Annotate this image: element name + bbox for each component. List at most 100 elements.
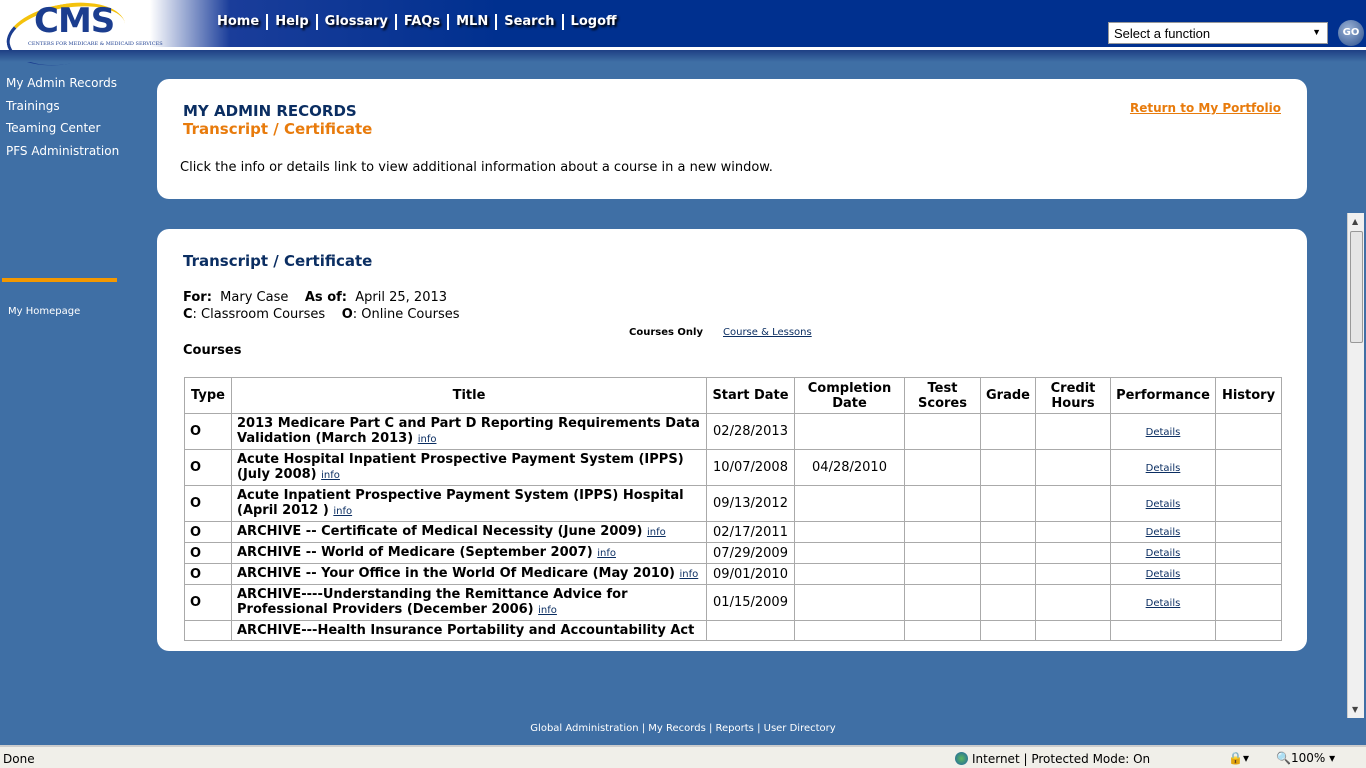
title-cell: Acute Hospital Inpatient Prospective Pay… — [231, 449, 707, 486]
nav-home[interactable]: Home — [217, 14, 260, 29]
sidebar-item-pfs-administration[interactable]: PFS Administration — [6, 143, 120, 158]
info-link[interactable]: info — [679, 569, 699, 580]
page-subtitle: Transcript / Certificate — [183, 120, 373, 138]
details-link[interactable]: Details — [1145, 462, 1181, 474]
nav-glossary[interactable]: Glossary — [315, 14, 395, 30]
nav-mln[interactable]: MLN — [447, 14, 495, 30]
start-date-cell: 02/28/2013 — [706, 413, 795, 450]
header-bar: CMS CENTERS FOR MEDICARE & MEDICAID SERV… — [0, 0, 1366, 74]
start-date-cell: 10/07/2008 — [706, 449, 795, 486]
title-cell: Acute Inpatient Prospective Payment Syst… — [231, 485, 707, 522]
sidebar-item-my-admin-records[interactable]: My Admin Records — [6, 76, 118, 90]
completion-date-cell: 04/28/2010 — [794, 449, 905, 486]
start-date-cell — [706, 620, 795, 641]
info-link[interactable]: info — [597, 548, 616, 559]
performance-cell: Details — [1110, 449, 1216, 486]
column-header: Grade — [980, 377, 1036, 414]
table-row: O ARCHIVE -- Certificate of Medical Nece… — [184, 521, 1282, 543]
info-link[interactable]: info — [321, 470, 340, 481]
cms-logo[interactable]: CMS CENTERS FOR MEDICARE & MEDICAID SERV… — [1, 0, 163, 74]
history-cell — [1215, 521, 1282, 543]
column-header: Type — [184, 377, 232, 414]
title-cell: ARCHIVE -- World of Medicare (September … — [231, 542, 707, 564]
type-cell: O — [184, 584, 232, 621]
performance-cell: Details — [1110, 485, 1216, 522]
details-link[interactable]: Details — [1145, 527, 1181, 538]
separator: | — [638, 723, 649, 734]
go-button[interactable]: GO — [1338, 20, 1364, 46]
details-link[interactable]: Details — [1145, 597, 1181, 609]
c-label: C — [183, 307, 193, 322]
asof-value: April 25, 2013 — [355, 290, 448, 305]
performance-cell: Details — [1110, 563, 1216, 585]
footer-link[interactable]: Global Administration — [530, 723, 639, 734]
type-cell: O — [184, 563, 232, 585]
type-cell: O — [184, 449, 232, 486]
scroll-down-icon[interactable]: ▼ — [1352, 705, 1359, 714]
history-cell — [1215, 542, 1282, 564]
completion-date-cell — [794, 413, 905, 450]
performance-cell: Details — [1110, 521, 1216, 543]
start-date-cell: 09/13/2012 — [706, 485, 795, 522]
test-scores-cell — [904, 449, 981, 486]
sidebar-item-trainings[interactable]: Trainings — [6, 98, 60, 113]
function-select[interactable]: Select a function ▼ — [1108, 22, 1328, 44]
table-row: O ARCHIVE -- Your Office in the World Of… — [184, 563, 1282, 585]
courses-only-option[interactable]: Courses Only — [629, 327, 703, 338]
table-row: O Acute Hospital Inpatient Prospective P… — [184, 449, 1282, 486]
info-link[interactable]: info — [333, 506, 353, 517]
start-date-cell: 01/15/2009 — [706, 584, 795, 621]
course-title: ARCHIVE---Health Insurance Portability a… — [237, 623, 695, 638]
scroll-up-icon[interactable]: ▲ — [1352, 217, 1359, 226]
history-cell — [1215, 584, 1282, 621]
protected-mode-icon[interactable]: 🔒▾ — [1228, 751, 1249, 765]
details-link[interactable]: Details — [1145, 426, 1181, 438]
nav-faqs[interactable]: FAQs — [394, 14, 447, 30]
column-header: Test Scores — [904, 377, 981, 414]
credit-hours-cell — [1035, 563, 1111, 585]
credit-hours-cell — [1035, 449, 1111, 486]
o-value: : Online Courses — [352, 307, 460, 322]
column-header: Title — [231, 377, 707, 414]
title-cell: ARCHIVE -- Certificate of Medical Necess… — [231, 521, 707, 543]
info-link[interactable]: info — [646, 527, 666, 538]
test-scores-cell — [904, 584, 981, 621]
nav-help[interactable]: Help — [266, 14, 315, 30]
title-cell: ARCHIVE----Understanding the Remittance … — [231, 584, 707, 621]
info-link[interactable]: info — [538, 605, 557, 616]
table-row: ARCHIVE---Health Insurance Portability a… — [184, 620, 1282, 641]
scrollbar-thumb[interactable] — [1350, 231, 1363, 343]
type-cell — [184, 620, 232, 641]
nav-logoff[interactable]: Logoff — [561, 14, 624, 30]
footer-link[interactable]: My Records — [648, 723, 706, 734]
grade-cell — [980, 584, 1036, 621]
completion-date-cell — [794, 563, 905, 585]
info-link[interactable]: info — [417, 434, 437, 445]
column-header: Start Date — [706, 377, 795, 414]
column-header: History — [1215, 377, 1282, 414]
zoom-level[interactable]: 🔍100% ▾ — [1276, 751, 1336, 765]
start-date-cell: 07/29/2009 — [706, 542, 795, 564]
transcript-title: Transcript / Certificate — [183, 252, 373, 270]
credit-hours-cell — [1035, 584, 1111, 621]
return-to-portfolio-link[interactable]: Return to My Portfolio — [1129, 101, 1281, 115]
page-title: MY ADMIN RECORDS — [183, 102, 357, 120]
course-title: ARCHIVE -- Certificate of Medical Necess… — [237, 524, 643, 539]
for-label: For: — [183, 290, 212, 305]
footer-link[interactable]: Reports — [715, 723, 754, 734]
details-link[interactable]: Details — [1145, 498, 1181, 510]
details-link[interactable]: Details — [1145, 548, 1181, 559]
vertical-scrollbar[interactable]: ▲ ▼ — [1347, 213, 1364, 718]
completion-date-cell — [794, 584, 905, 621]
c-value: : Classroom Courses — [192, 307, 326, 322]
nav-search[interactable]: Search — [495, 14, 561, 30]
details-link[interactable]: Details — [1145, 569, 1181, 580]
footer-link[interactable]: User Directory — [763, 723, 836, 734]
grade-cell — [980, 449, 1036, 486]
sidebar-item-teaming-center[interactable]: Teaming Center — [6, 121, 101, 135]
globe-icon — [955, 752, 968, 765]
my-homepage-link[interactable]: My Homepage — [8, 306, 81, 317]
start-date-cell: 02/17/2011 — [706, 521, 795, 543]
history-cell — [1215, 449, 1282, 486]
course-lessons-link[interactable]: Course & Lessons — [723, 327, 812, 338]
